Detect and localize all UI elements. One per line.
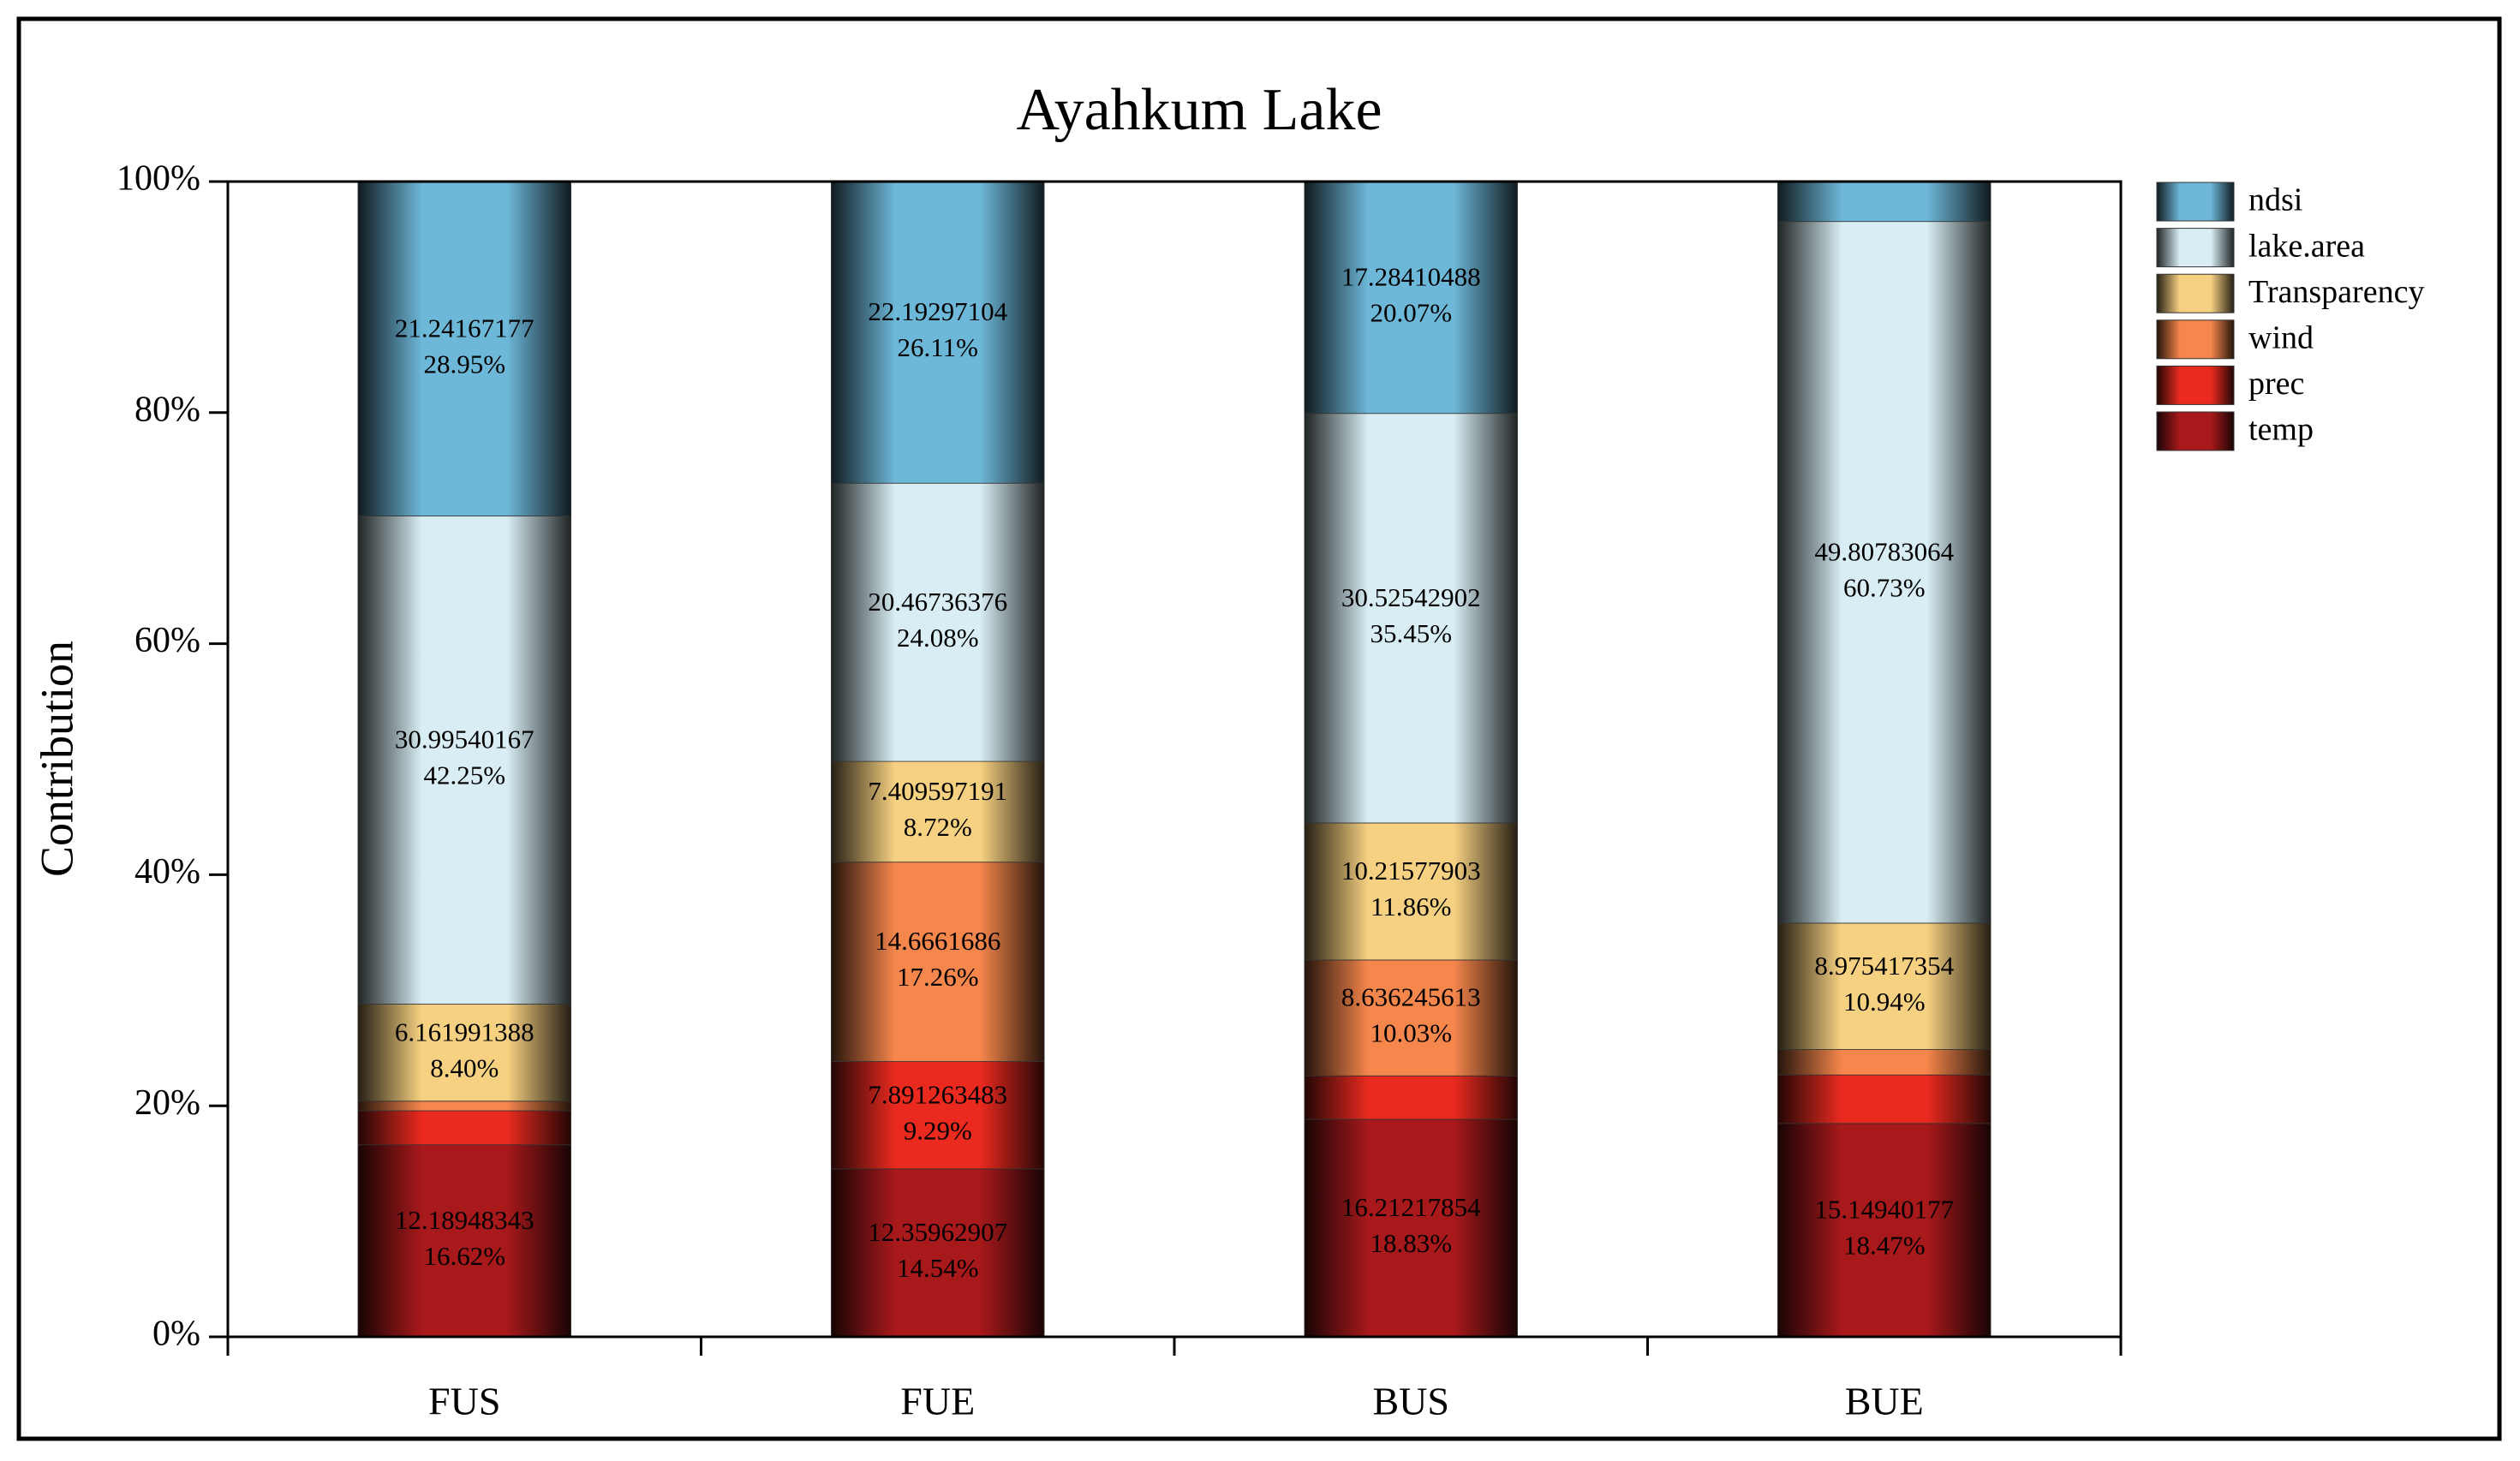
bar-segment: [831, 862, 1045, 1062]
segment-raw-label: 14.6661686: [875, 926, 1000, 956]
segment-value-label: 10.94%: [1843, 987, 1926, 1017]
segment-value-label: 16.62%: [423, 1241, 505, 1271]
segment-raw-label: 15.14940177: [1814, 1195, 1954, 1225]
segment-raw-label: 30.99540167: [395, 725, 534, 754]
segment-value-label: 14.54%: [897, 1253, 979, 1283]
y-tick-label: 0%: [152, 1315, 200, 1354]
legend-swatch: [2156, 365, 2235, 405]
bar-segment: [831, 1061, 1045, 1170]
y-tick-label: 80%: [134, 390, 200, 429]
segment-raw-label: 22.19297104: [868, 296, 1007, 326]
legend-label: prec: [2248, 366, 2304, 402]
bar-segment: [1777, 1074, 1992, 1124]
segment-raw-label: 7.891263483: [868, 1079, 1007, 1109]
y-tick-label: 20%: [134, 1083, 200, 1123]
segment-raw-label: 12.18948343: [395, 1205, 534, 1235]
bar-segment: [357, 1110, 571, 1146]
segment-raw-label: 8.636245613: [1341, 982, 1481, 1012]
x-tick-label: FUS: [428, 1380, 500, 1423]
segment-value-label: 42.25%: [423, 760, 505, 790]
bar-segment: [1304, 413, 1518, 824]
segment-raw-label: 6.161991388: [395, 1017, 534, 1047]
legend-swatch: [2156, 273, 2235, 313]
segment-value-label: 17.26%: [897, 962, 979, 992]
segment-raw-label: 49.80783064: [1814, 536, 1954, 566]
bar-segment: [1304, 1118, 1518, 1338]
bar-segment: [1777, 181, 1992, 223]
bar-segment: [1304, 181, 1518, 414]
x-tick-label: BUS: [1373, 1380, 1449, 1423]
segment-value-label: 24.08%: [897, 623, 979, 653]
segment-value-label: 11.86%: [1370, 892, 1451, 921]
x-tick-label: FUE: [900, 1380, 975, 1423]
bar-segment: [1777, 1123, 1992, 1338]
legend-swatch: [2156, 228, 2235, 268]
bar-segment: [357, 181, 571, 516]
bar-segment: [831, 482, 1045, 762]
y-tick-label: 40%: [134, 852, 200, 892]
bar-segment: [1304, 822, 1518, 961]
bar-segment: [1777, 221, 1992, 924]
legend-swatch: [2156, 411, 2235, 451]
y-axis-label: Contribution: [31, 641, 82, 877]
bar-segment: [1304, 1075, 1518, 1120]
legend-label: lake.area: [2248, 228, 2365, 264]
bar-segment: [831, 760, 1045, 863]
bar-segment: [357, 1100, 571, 1112]
segment-value-label: 26.11%: [898, 332, 978, 362]
chart-title: Ayahkum Lake: [1016, 77, 1382, 143]
legend-label: ndsi: [2248, 182, 2302, 218]
segment-value-label: 18.47%: [1843, 1231, 1926, 1261]
segment-value-label: 8.72%: [904, 812, 972, 842]
segment-value-label: 18.83%: [1370, 1228, 1452, 1258]
legend-swatch: [2156, 182, 2235, 222]
legend-label: wind: [2248, 320, 2314, 356]
segment-raw-label: 12.35962907: [868, 1217, 1007, 1247]
bar-segment: [1304, 959, 1518, 1076]
segment-raw-label: 21.24167177: [395, 313, 534, 343]
segment-value-label: 28.95%: [423, 349, 505, 379]
segment-value-label: 35.45%: [1370, 618, 1452, 648]
legend-label: Transparency: [2248, 274, 2424, 310]
legend-swatch: [2156, 319, 2235, 360]
outer-frame: [16, 16, 2502, 1441]
segment-value-label: 10.03%: [1370, 1018, 1452, 1048]
segment-value-label: 9.29%: [904, 1115, 972, 1145]
y-tick-label: 60%: [134, 621, 200, 660]
segment-raw-label: 7.409597191: [868, 776, 1007, 806]
segment-value-label: 60.73%: [1843, 572, 1926, 602]
bar-segment: [1777, 922, 1992, 1050]
segment-raw-label: 30.52542902: [1341, 582, 1481, 612]
segment-raw-label: 17.28410488: [1341, 261, 1481, 291]
bar-segment: [357, 516, 571, 1005]
bar-segment: [831, 1168, 1045, 1338]
segment-raw-label: 8.975417354: [1814, 951, 1954, 981]
segment-raw-label: 10.21577903: [1341, 856, 1481, 886]
segment-value-label: 20.07%: [1370, 297, 1452, 327]
legend-label: temp: [2248, 412, 2314, 448]
segment-raw-label: 16.21217854: [1341, 1192, 1481, 1222]
segment-value-label: 8.40%: [430, 1053, 499, 1082]
bar-segment: [1777, 1049, 1992, 1076]
y-tick-label: 100%: [116, 159, 200, 199]
bar-segment: [831, 181, 1045, 484]
x-tick-label: BUE: [1845, 1380, 1924, 1423]
segment-raw-label: 20.46736376: [868, 587, 1007, 617]
bar-segment: [357, 1004, 571, 1102]
